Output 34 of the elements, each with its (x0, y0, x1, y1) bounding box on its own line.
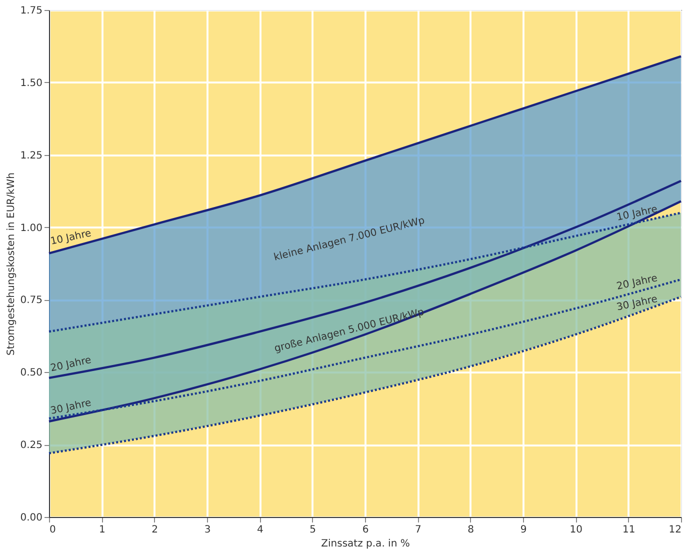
x-tick-label: 2 (152, 524, 158, 536)
x-tick-label: 6 (362, 524, 369, 536)
y-tick-label: 0.75 (20, 295, 42, 306)
text: 30 Jahre (50, 398, 92, 417)
x-tick-label: 8 (468, 524, 474, 536)
annotation: kleine Anlagen 7.000 EUR/kWp (272, 215, 426, 264)
x-tick-label: 1 (98, 524, 106, 536)
y-tick-label: 0.50 (20, 368, 42, 379)
line-series (48, 200, 682, 422)
y-axis-title: Stromgestehungskosten in EUR/kWh (6, 172, 18, 356)
y-tick-label: 1.50 (20, 78, 42, 89)
x-tick-label: 7 (414, 524, 422, 536)
x-axis-title: Zinssatz p.a. in % (321, 538, 410, 550)
text: 10 Jahre (616, 204, 658, 224)
text: 20 Jahre (50, 354, 92, 374)
x-tick-label: 11 (622, 524, 636, 536)
y-tick-label: 1.25 (20, 150, 42, 162)
y-tick-label: 1.75 (20, 6, 42, 16)
line-series (48, 296, 682, 454)
x-tick-label: 0 (50, 524, 56, 536)
x-tick-label: 5 (310, 524, 316, 536)
text: 20 Jahre (616, 273, 658, 292)
y-tick-label: 1.00 (20, 222, 42, 234)
x-tick-label: 10 (570, 524, 583, 536)
y-tick-label: 0.25 (20, 440, 42, 452)
y-tick-label: 0.00 (20, 512, 42, 524)
x-tick-label: 9 (520, 524, 527, 536)
annotation: große Anlagen 5.000 EUR/kWp (273, 306, 426, 355)
x-tick-label: 12 (668, 524, 682, 536)
text: 10 Jahre (50, 228, 92, 248)
text: 30 Jahre (616, 294, 658, 314)
x-tick-label: 3 (204, 524, 211, 536)
line-series (48, 180, 682, 380)
x-tick-label: 4 (256, 524, 264, 536)
